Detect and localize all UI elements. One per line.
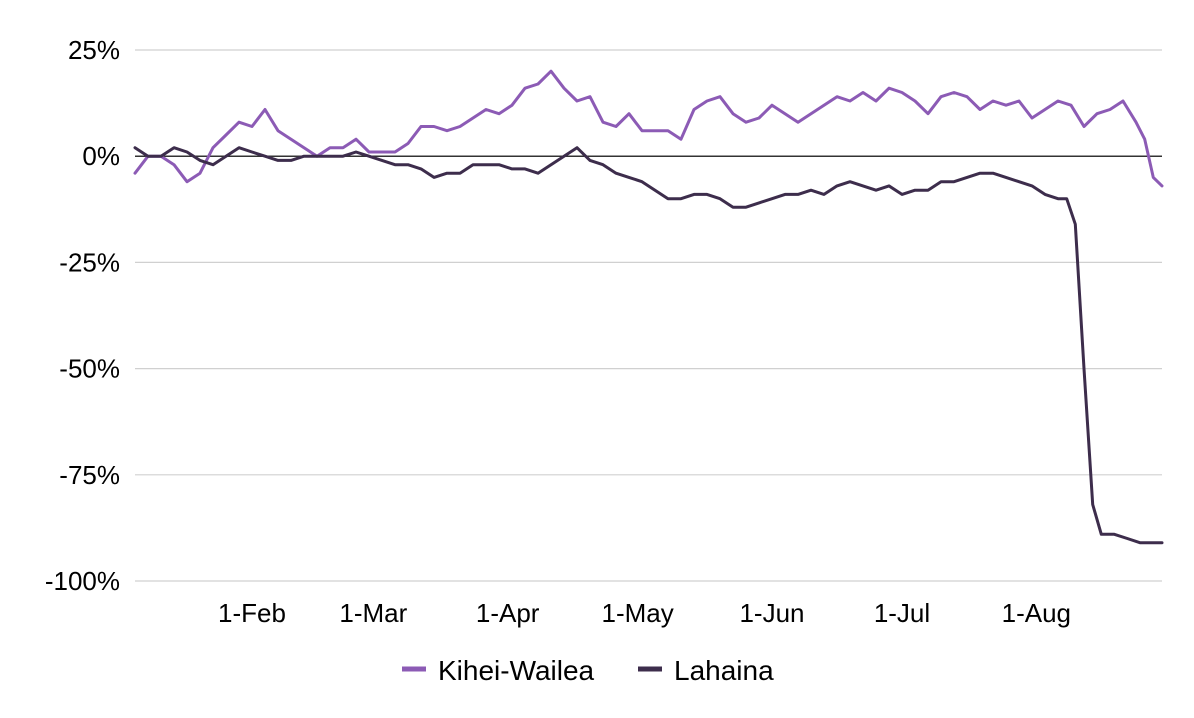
x-tick-label: 1-May [602, 598, 674, 628]
y-axis-ticks: 25% 0% -25% -50% -75% -100% [45, 35, 120, 596]
y-tick-label: 0% [82, 141, 120, 171]
legend-label: Kihei-Wailea [438, 655, 595, 686]
y-tick-label: 25% [68, 35, 120, 65]
x-tick-label: 1-Jul [874, 598, 930, 628]
x-tick-label: 1-Feb [218, 598, 286, 628]
x-tick-label: 1-Jun [739, 598, 804, 628]
x-tick-label: 1-Aug [1002, 598, 1071, 628]
y-tick-label: -75% [59, 460, 120, 490]
x-tick-label: 1-Apr [476, 598, 540, 628]
y-tick-label: -25% [59, 247, 120, 277]
series-lines [133, 69, 1164, 545]
y-tick-label: -100% [45, 566, 120, 596]
x-axis-ticks: 1-Feb 1-Mar 1-Apr 1-May 1-Jun 1-Jul 1-Aug [218, 598, 1071, 628]
legend: Kihei-Wailea Lahaina [402, 655, 774, 686]
series-line-lahaina [133, 146, 1164, 545]
series-line-kihei-wailea [133, 69, 1164, 188]
legend-label: Lahaina [674, 655, 774, 686]
x-tick-label: 1-Mar [339, 598, 407, 628]
y-tick-label: -50% [59, 354, 120, 384]
